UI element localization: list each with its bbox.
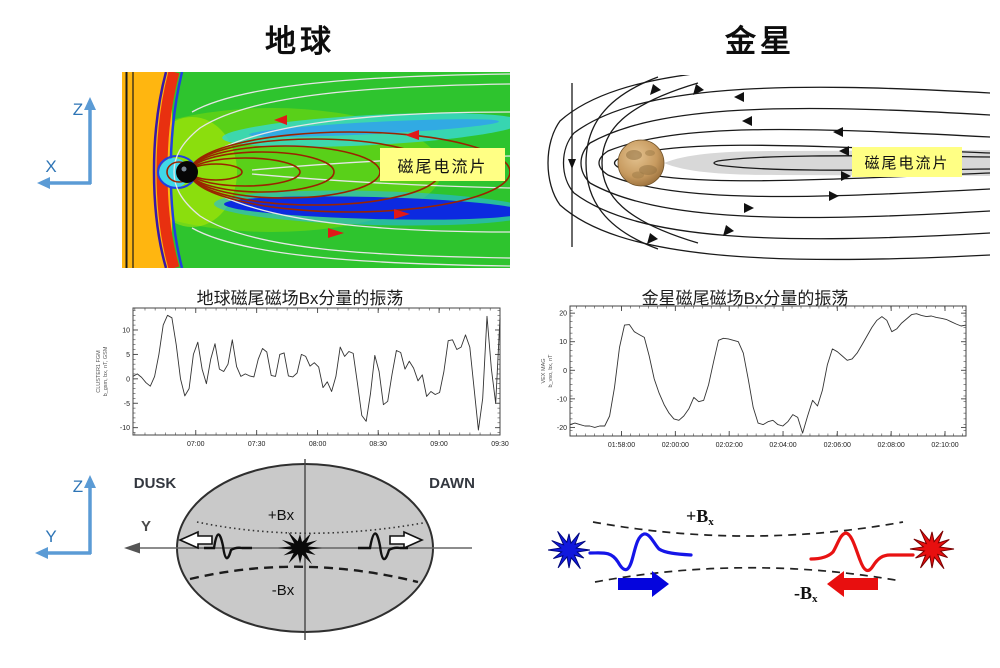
reconnection-starburst-icon xyxy=(278,531,322,565)
zx-axes: Z X xyxy=(37,97,96,189)
svg-text:-5: -5 xyxy=(124,401,130,408)
svg-text:VEX MAG: VEX MAG xyxy=(541,358,547,383)
minus-bx-label: -Bx xyxy=(794,583,818,605)
zy-axes: Z Y xyxy=(35,475,96,559)
dawnward-arrow-icon xyxy=(389,530,424,550)
x-axis-arrow-icon xyxy=(37,177,50,189)
svg-text:10: 10 xyxy=(122,327,130,334)
draped-field-lines xyxy=(547,75,990,261)
svg-text:0: 0 xyxy=(126,376,130,383)
red-reconnection-starburst-icon xyxy=(909,528,955,570)
svg-text:02:02:00: 02:02:00 xyxy=(716,442,743,449)
svg-text:09:30: 09:30 xyxy=(491,441,509,448)
earth-planet xyxy=(176,161,198,183)
field-direction-arrow-icons xyxy=(568,84,851,244)
earth-title: 地球 xyxy=(265,24,335,59)
venus-planet xyxy=(617,139,665,187)
svg-text:-20: -20 xyxy=(557,425,567,432)
svg-text:10: 10 xyxy=(559,339,567,346)
dusk-dawn-diagram: DUSK DAWN Y +Bx -Bx xyxy=(124,459,475,640)
blue-reconnection-starburst-icon xyxy=(548,530,590,570)
x-axis-label: X xyxy=(45,157,56,176)
z-axis-label: Z xyxy=(73,477,83,496)
dawn-label: DAWN xyxy=(429,475,475,492)
svg-text:CLUSTER1 FGM: CLUSTER1 FGM xyxy=(96,350,102,393)
lower-dashed-boundary xyxy=(594,566,902,583)
dusk-label: DUSK xyxy=(134,475,177,492)
svg-text:08:30: 08:30 xyxy=(369,441,387,448)
venus-title: 金星 xyxy=(725,24,795,59)
tail-wave-diagram: +Bx -Bx xyxy=(548,506,955,605)
svg-text:20: 20 xyxy=(559,311,567,318)
lower-dashed-boundary xyxy=(189,565,419,584)
y-axis-arrow-icon xyxy=(35,547,48,559)
svg-text:-10: -10 xyxy=(120,425,130,432)
duskward-arrow-icon xyxy=(178,530,213,550)
svg-text:5: 5 xyxy=(126,352,130,359)
earth-tail-current-sheet-label: 磁尾电流片 xyxy=(380,148,505,181)
svg-text:b_gsm, bx, nT, GSM: b_gsm, bx, nT, GSM xyxy=(103,346,109,396)
svg-text:b_vso, bx, nT: b_vso, bx, nT xyxy=(548,354,554,388)
svg-text:0: 0 xyxy=(563,368,567,375)
venus-tail-current-sheet-label: 磁尾电流片 xyxy=(852,147,962,177)
red-propagation-arrow-icon xyxy=(827,571,878,597)
blue-propagation-arrow-icon xyxy=(618,571,669,597)
y-arrow-icon xyxy=(124,542,140,554)
blue-bipolar-wave xyxy=(588,532,693,572)
venus-bx-chart: 20 10 0 -10 -20 01:58:00 02:00:00 02:02:00 02:04… xyxy=(541,305,967,449)
flow-arrow-icons xyxy=(274,115,419,238)
svg-text:09:00: 09:00 xyxy=(430,441,448,448)
svg-text:07:30: 07:30 xyxy=(248,441,266,448)
svg-text:02:08:00: 02:08:00 xyxy=(878,442,905,449)
svg-text:02:00:00: 02:00:00 xyxy=(662,442,689,449)
y-direction-label: Y xyxy=(141,518,151,535)
minus-bx-label: -Bx xyxy=(272,582,295,599)
earth-chart-title: 地球磁尾磁场Bx分量的振荡 xyxy=(196,289,404,308)
z-axis-arrow-icon xyxy=(84,97,96,110)
svg-text:02:10:00: 02:10:00 xyxy=(931,442,958,449)
upper-dashed-boundary xyxy=(592,521,904,537)
z-axis-arrow-icon xyxy=(84,475,96,488)
svg-text:01:58:00: 01:58:00 xyxy=(608,442,635,449)
svg-text:02:04:00: 02:04:00 xyxy=(769,442,796,449)
svg-text:-10: -10 xyxy=(557,396,567,403)
plus-bx-label: +Bx xyxy=(686,506,714,528)
earth-bx-chart: 10 5 0 -5 -10 07:00 07:30 08:00 08:30 09:00 09:30 C… xyxy=(96,307,509,448)
z-axis-label: Z xyxy=(73,100,83,119)
plus-bx-label: +Bx xyxy=(268,507,295,524)
dusk-side-wave xyxy=(204,533,252,560)
y-axis-label: Y xyxy=(45,527,56,546)
svg-text:08:00: 08:00 xyxy=(309,441,327,448)
venus-chart-title: 金星磁尾磁场Bx分量的振荡 xyxy=(641,289,849,308)
svg-text:07:00: 07:00 xyxy=(187,441,205,448)
dawn-side-wave xyxy=(358,532,408,561)
red-bipolar-wave xyxy=(809,531,915,573)
svg-text:02:06:00: 02:06:00 xyxy=(824,442,851,449)
